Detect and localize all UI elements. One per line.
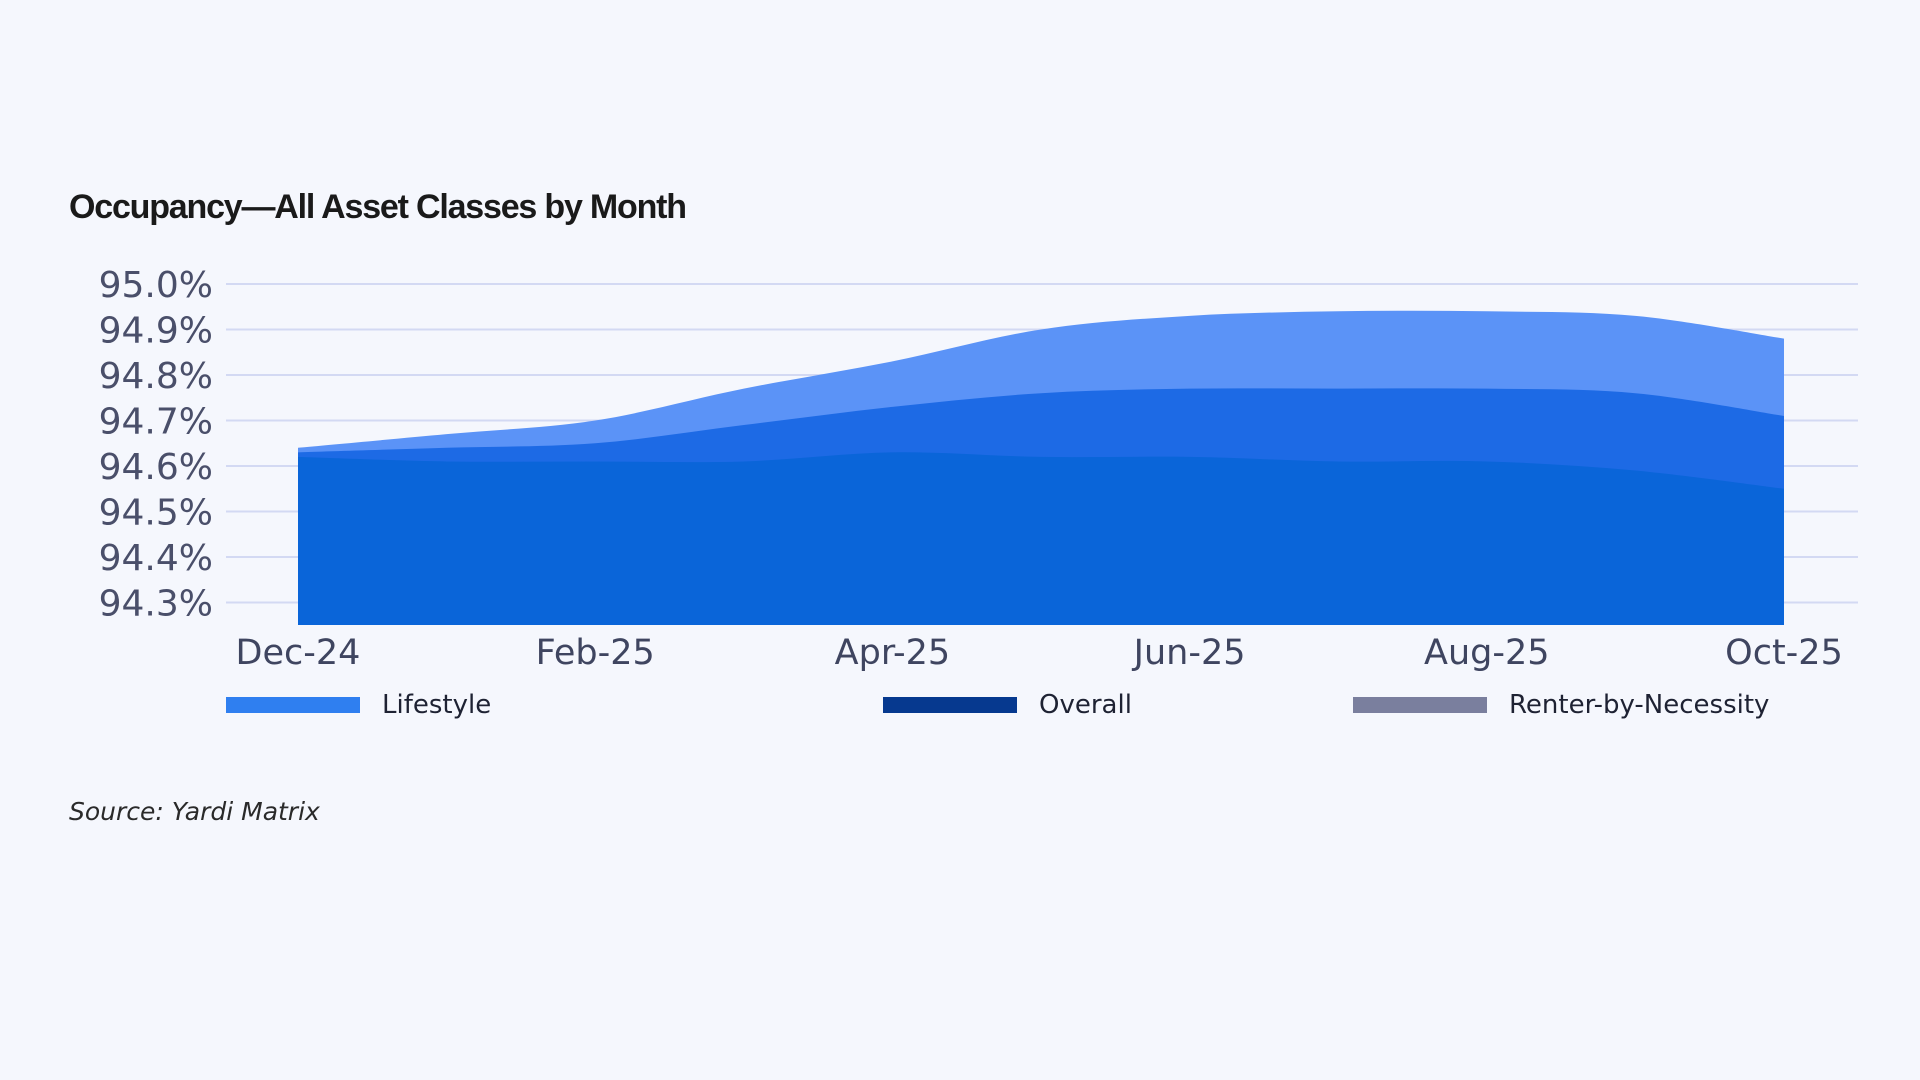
x-axis-ticks: Dec-24 Feb-25 Apr-25 Jun-25 Aug-25 Oct-25 (236, 633, 1843, 673)
legend-label-overall: Overall (1039, 690, 1132, 720)
y-tick-label: 94.8% (99, 356, 213, 397)
chart-title: Occupancy—All Asset Classes by Month (69, 188, 687, 226)
area-series (298, 310, 1784, 625)
y-tick-label: 94.5% (99, 493, 213, 534)
source-note: Source: Yardi Matrix (69, 797, 320, 826)
y-tick-label: 94.9% (99, 311, 213, 352)
x-tick-label: Apr-25 (835, 633, 950, 673)
x-tick-label: Oct-25 (1725, 633, 1843, 673)
legend-swatch-overall (883, 697, 1017, 713)
y-tick-label: 94.6% (99, 447, 213, 488)
x-tick-label: Feb-25 (536, 633, 655, 673)
legend-item-lifestyle: Lifestyle (226, 688, 491, 722)
area-renter-by-necessity (298, 452, 1784, 625)
legend-swatch-lifestyle (226, 697, 360, 713)
y-tick-label: 94.7% (99, 402, 213, 443)
x-tick-label: Dec-24 (236, 633, 361, 673)
x-tick-label: Jun-25 (1132, 633, 1246, 673)
legend-label-lifestyle: Lifestyle (382, 690, 492, 720)
y-tick-label: 94.3% (99, 584, 213, 625)
y-tick-label: 95.0% (99, 265, 213, 306)
y-axis-ticks: 95.0% 94.9%94.8% 94.7%94.6% 94.5%94.4% 94.3% (99, 265, 213, 625)
legend-swatch-renter-by-necessity (1353, 697, 1487, 713)
x-tick-label: Aug-25 (1424, 633, 1550, 673)
legend-label-renter-by-necessity: Renter-by-Necessity (1509, 690, 1770, 720)
legend-item-renter-by-necessity: Renter-by-Necessity (1353, 688, 1769, 722)
legend-item-overall: Overall (883, 688, 1132, 722)
y-tick-label: 94.4% (99, 538, 213, 579)
